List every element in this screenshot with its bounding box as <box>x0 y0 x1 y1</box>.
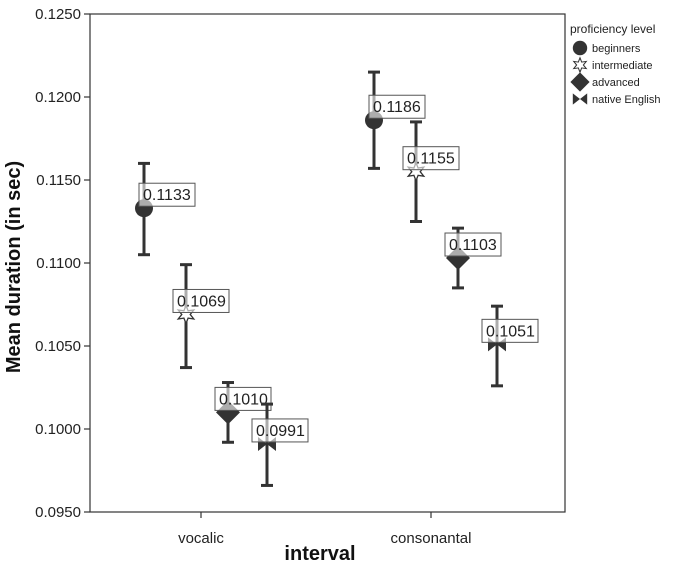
legend: proficiency level beginners intermediate a… <box>570 22 661 106</box>
data-label: 0.1133 <box>143 187 191 204</box>
data-label-box <box>251 418 309 443</box>
x-tick-label: vocalic <box>178 530 224 547</box>
legend-label: native English <box>592 94 661 106</box>
data-label-box <box>214 386 272 411</box>
series-advanced: 0.1010 0.1103 <box>214 226 502 444</box>
x-axis-title: interval <box>284 543 355 565</box>
series-beginners: 0.1133 0.1186 <box>135 70 426 257</box>
data-label-box <box>481 318 539 343</box>
legend-marker-circle <box>572 40 588 56</box>
data-label-box <box>402 146 460 171</box>
data-label: 0.1155 <box>407 151 455 168</box>
legend-title: proficiency level <box>570 22 655 36</box>
y-tick-label: 0.0950 <box>35 504 81 521</box>
data-label-box <box>172 288 230 313</box>
y-tick-label: 0.1250 <box>35 6 81 23</box>
plot-frame <box>89 13 566 513</box>
y-tick-label: 0.1100 <box>36 255 81 272</box>
series-intermediate: 0.1069 0.1155 <box>172 120 460 370</box>
plot-area: 0.0950 0.1000 0.1050 0.1100 0.1150 0.1200 0.12… <box>35 6 566 547</box>
data-label: 0.1186 <box>373 99 421 116</box>
data-label: 0.0991 <box>256 423 305 440</box>
data-label: 0.1010 <box>219 391 268 408</box>
data-label-box <box>138 182 196 207</box>
legend-label: intermediate <box>592 60 653 72</box>
data-label: 0.1103 <box>449 237 497 254</box>
y-tick-label: 0.1200 <box>35 89 81 106</box>
data-label-box <box>368 94 426 119</box>
legend-label: beginners <box>592 43 641 55</box>
legend-marker-star <box>572 56 588 74</box>
x-tick-label: consonantal <box>391 530 472 547</box>
y-tick-label: 0.1000 <box>35 421 81 438</box>
data-label-box <box>444 232 502 257</box>
data-label: 0.1069 <box>177 293 226 310</box>
legend-marker-diamond <box>570 72 590 92</box>
y-tick-label: 0.1050 <box>35 338 81 355</box>
data-label: 0.1051 <box>486 323 535 340</box>
legend-label: advanced <box>592 77 640 89</box>
series-native-english: 0.0991 0.1051 <box>251 304 539 487</box>
y-tick-label: 0.1150 <box>36 172 81 189</box>
legend-marker-bowtie <box>572 93 588 105</box>
y-axis-title: Mean duration (in sec) <box>3 161 25 373</box>
